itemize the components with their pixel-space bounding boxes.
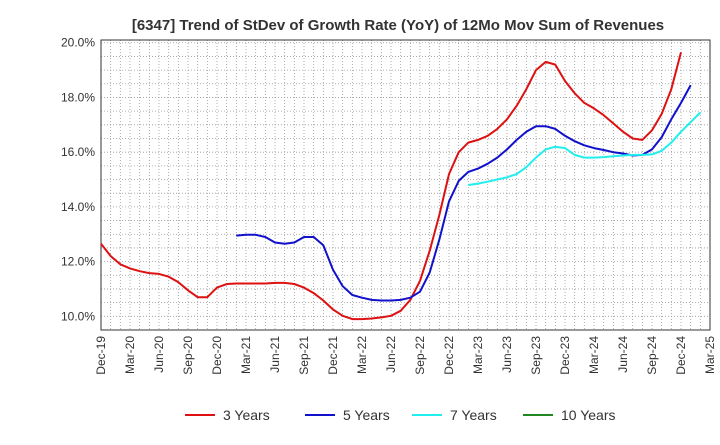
legend-label-7-years: 7 Years xyxy=(450,407,497,423)
plot-border xyxy=(100,39,711,331)
x-tick-label: Dec-22 xyxy=(442,336,456,375)
x-tick-label: Sep-22 xyxy=(413,336,427,375)
plot-area: 10.0% 12.0% 14.0% 16.0% 18.0% 20.0% Dec-19 Mar-… xyxy=(61,36,717,375)
y-tick-label: 14.0% xyxy=(61,200,95,214)
x-tick-label: Sep-23 xyxy=(529,336,543,375)
legend: 3 Years 5 Years 7 Years 10 Years xyxy=(185,407,616,423)
y-tick-label: 12.0% xyxy=(61,255,95,269)
x-tick-label: Mar-24 xyxy=(587,336,601,374)
x-tick-label: Jun-22 xyxy=(384,336,398,373)
series-line-7-years xyxy=(468,111,702,186)
x-tick-label: Dec-23 xyxy=(558,336,572,375)
x-tick-label: Mar-20 xyxy=(123,336,137,374)
chart-title: [6347] Trend of StDev of Growth Rate (Yo… xyxy=(132,17,664,34)
x-tick-label: Mar-23 xyxy=(471,336,485,374)
x-tick-label: Dec-24 xyxy=(674,336,688,375)
x-tick-label: Sep-24 xyxy=(645,336,659,375)
x-tick-label: Jun-23 xyxy=(500,336,514,373)
y-tick-label: 16.0% xyxy=(61,145,95,159)
x-tick-label: Dec-20 xyxy=(210,336,224,375)
series-line-3-years xyxy=(100,52,682,321)
x-tick-label: Jun-21 xyxy=(268,336,282,373)
x-tick-label: Mar-21 xyxy=(239,336,253,374)
series-line-5-years xyxy=(236,84,692,302)
legend-label-5-years: 5 Years xyxy=(343,407,390,423)
legend-label-10-years: 10 Years xyxy=(561,407,616,423)
x-tick-label: Jun-20 xyxy=(152,336,166,373)
x-tick-label: Mar-25 xyxy=(703,336,717,374)
x-tick-label: Sep-20 xyxy=(181,336,195,375)
x-tick-label: Sep-21 xyxy=(297,336,311,375)
x-tick-label: Mar-22 xyxy=(355,336,369,374)
y-tick-label: 10.0% xyxy=(61,309,95,323)
x-tick-label: Dec-21 xyxy=(326,336,340,375)
x-tick-label: Jun-24 xyxy=(616,336,630,373)
legend-label-3-years: 3 Years xyxy=(223,407,270,423)
x-tick-label: Dec-19 xyxy=(94,336,108,375)
y-tick-label: 18.0% xyxy=(61,90,95,104)
plot-background xyxy=(101,40,710,330)
y-tick-label: 20.0% xyxy=(61,36,95,50)
